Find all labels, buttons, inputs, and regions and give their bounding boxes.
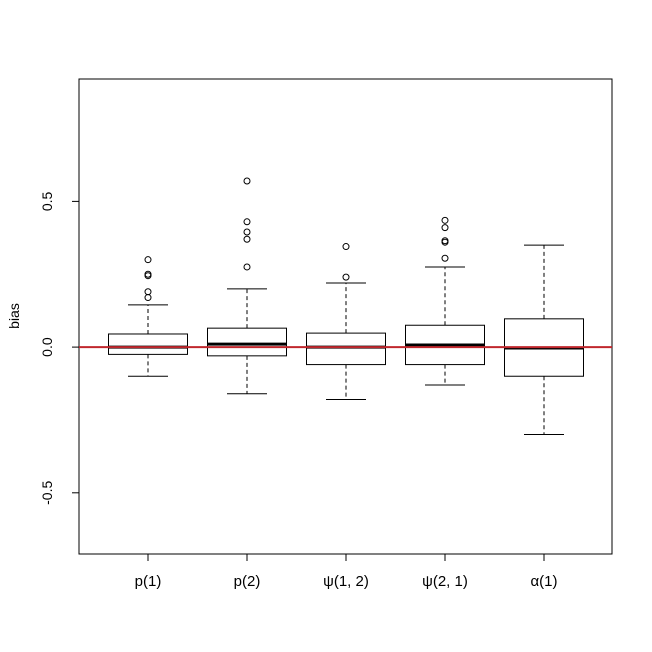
x-axis: p(1) p(2) ψ(1, 2) ψ(2, 1) α(1) xyxy=(135,553,558,590)
box-series xyxy=(108,177,584,436)
outlier-point xyxy=(342,243,350,251)
outlier-point xyxy=(441,224,449,232)
x-tick-label: α(1) xyxy=(530,573,557,590)
y-tick-label: 0.0 xyxy=(39,337,55,357)
outlier-point xyxy=(243,218,251,226)
box-iqr xyxy=(108,333,188,355)
outlier-point xyxy=(144,256,152,264)
y-tick-label: 0.5 xyxy=(39,191,55,211)
outlier-point xyxy=(243,263,251,271)
y-tick-label: -0.5 xyxy=(39,481,55,505)
x-tick-label: ψ(1, 2) xyxy=(323,573,369,590)
outlier-point xyxy=(144,270,152,278)
box-group xyxy=(405,216,485,386)
y-axis: -0.5 0.0 0.5 xyxy=(39,191,80,505)
outlier-point xyxy=(243,177,251,185)
outlier-point xyxy=(441,254,449,262)
y-axis-label: bias xyxy=(6,303,22,329)
box-group xyxy=(207,177,287,395)
x-tick-label: p(1) xyxy=(135,573,162,590)
box-iqr xyxy=(306,332,386,366)
box-group xyxy=(306,243,386,401)
x-tick-label: ψ(2, 1) xyxy=(422,573,468,590)
outlier-point xyxy=(144,294,152,302)
outlier-point xyxy=(144,288,152,296)
outlier-point xyxy=(243,228,251,236)
x-tick-label: p(2) xyxy=(234,573,261,590)
box-group xyxy=(108,256,188,377)
outlier-point xyxy=(342,273,350,281)
outlier-point xyxy=(243,235,251,243)
box-group xyxy=(504,244,584,436)
outlier-point xyxy=(441,216,449,224)
outlier-point xyxy=(441,237,449,245)
box-iqr xyxy=(207,327,287,357)
